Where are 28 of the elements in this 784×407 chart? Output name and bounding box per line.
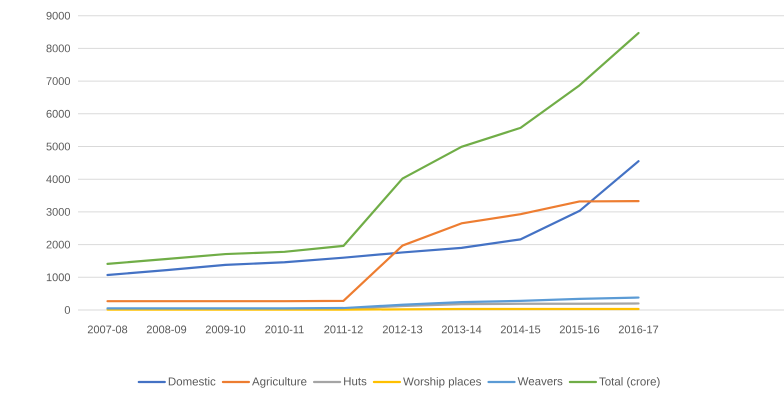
x-tick-label: 2011-12 xyxy=(324,326,363,334)
x-tick-label: 2016-17 xyxy=(618,326,658,334)
x-tick-label: 2015-16 xyxy=(560,326,600,334)
y-tick-label: 3000 xyxy=(46,208,70,216)
x-tick-label: 2013-14 xyxy=(442,326,482,334)
y-tick-label: 5000 xyxy=(46,142,70,150)
x-tick-label: 2014-15 xyxy=(500,326,540,334)
legend-label: Total (crore) xyxy=(599,377,660,388)
line-series xyxy=(106,160,640,276)
x-tick-label: 2010-11 xyxy=(265,326,304,334)
y-tick-label: 9000 xyxy=(46,12,70,20)
x-tick-label: 2012-13 xyxy=(382,326,422,334)
y-tick-label: 6000 xyxy=(46,110,70,118)
x-tick-label: 2008-09 xyxy=(146,326,186,334)
legend-label: Domestic xyxy=(168,377,216,386)
y-tick-label: 0 xyxy=(64,306,70,314)
y-tick-label: 8000 xyxy=(46,44,70,52)
x-tick-label: 2007-08 xyxy=(88,326,128,334)
legend-label: Agriculture xyxy=(252,377,306,388)
legend-label: Huts xyxy=(344,377,366,386)
y-tick-label: 4000 xyxy=(46,175,70,184)
y-tick-label: 2000 xyxy=(46,240,70,248)
y-tick-label: 7000 xyxy=(46,77,70,85)
line-series xyxy=(106,32,640,265)
legend-label: Weavers xyxy=(518,377,562,386)
x-tick-label: 2009-10 xyxy=(206,326,246,334)
legend-label: Worship places xyxy=(403,377,481,388)
y-tick-label: 1000 xyxy=(46,273,70,282)
